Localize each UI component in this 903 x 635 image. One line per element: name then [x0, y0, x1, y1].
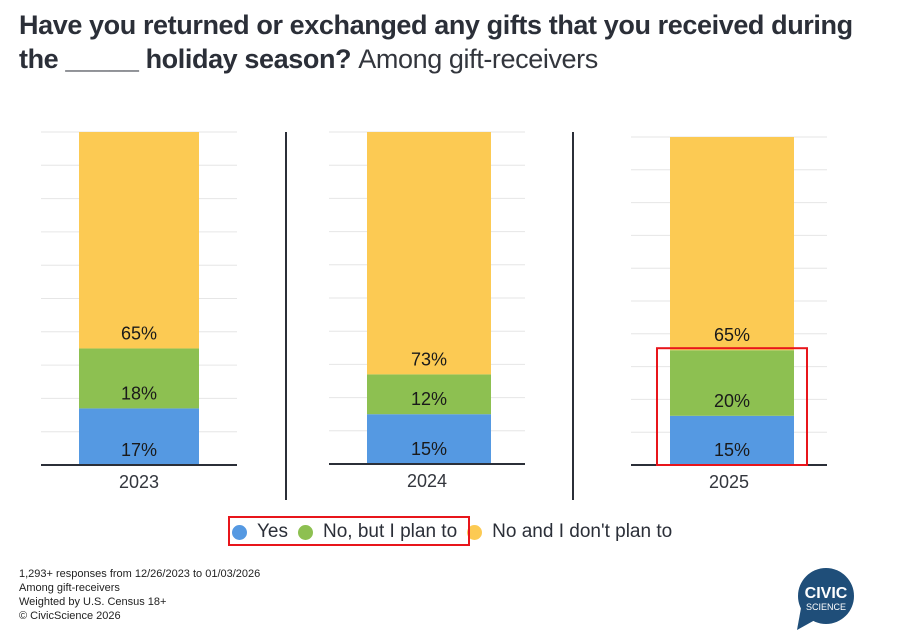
x-tick-label: 2023 [119, 472, 159, 492]
bar-segment-2024-1 [367, 374, 491, 415]
footer-line-responses: 1,293+ responses from 12/26/2023 to 01/0… [19, 568, 261, 580]
logo-text-civic: CIVIC [805, 585, 848, 602]
bar-segment-2024-0 [367, 414, 491, 464]
bar-segment-2025-2 [670, 137, 794, 351]
legend-label-yes: Yes [257, 521, 288, 542]
highlight-box-2025 [656, 347, 808, 467]
title-main: Have you returned or exchanged any gifts… [19, 10, 853, 74]
data-label: 65% [121, 323, 157, 343]
civicscience-logo-icon: CIVIC SCIENCE [797, 568, 854, 630]
data-label: 18% [121, 383, 157, 403]
bar-segment-2024-2 [367, 132, 491, 375]
legend-dot-plan-icon [298, 524, 313, 540]
legend-highlight-box [228, 516, 470, 546]
data-label: 73% [411, 349, 447, 369]
bar-segment-2023-1 [79, 348, 199, 409]
legend-dot-no-plan-icon [467, 524, 483, 540]
legend: Yes No, but I plan to No and I don't pla… [232, 518, 682, 546]
legend-item-plan[interactable]: No, but I plan to [298, 521, 457, 543]
footer-notes: 1,293+ responses from 12/26/2023 to 01/0… [19, 567, 260, 623]
stacked-bar-chart: 17% 18% 65% 2023 15% 12% 73% 2024 15% 20% 65% 2025 [41, 131, 827, 500]
footer-line-population: Among gift-receivers [19, 582, 120, 594]
title-subtitle: Among gift-receivers [358, 44, 598, 74]
bar-segment-2023-0 [79, 408, 199, 465]
chart-title: Have you returned or exchanged any gifts… [19, 8, 889, 76]
data-label: 65% [714, 325, 750, 345]
legend-label-plan: No, but I plan to [323, 521, 458, 542]
data-label: 12% [411, 389, 447, 409]
legend-item-yes[interactable]: Yes [232, 521, 288, 543]
footer-line-copyright: © CivicScience 2026 [19, 610, 121, 622]
bar-segment-2023-2 [79, 132, 199, 349]
bar-segment-2025-1 [670, 350, 794, 416]
x-tick-label: 2025 [709, 472, 749, 492]
bar-segment-2025-0 [670, 415, 794, 465]
logo-text-science: SCIENCE [806, 602, 846, 612]
footer-line-weighting: Weighted by U.S. Census 18+ [19, 596, 167, 608]
data-label: 15% [411, 439, 447, 459]
x-tick-label: 2024 [407, 471, 447, 491]
data-label: 20% [714, 391, 750, 411]
data-label: 17% [121, 440, 157, 460]
legend-item-no-plan[interactable]: No and I don't plan to [467, 521, 672, 543]
legend-label-no-plan: No and I don't plan to [492, 521, 673, 542]
data-label: 15% [714, 440, 750, 460]
legend-dot-yes-icon [232, 524, 247, 540]
